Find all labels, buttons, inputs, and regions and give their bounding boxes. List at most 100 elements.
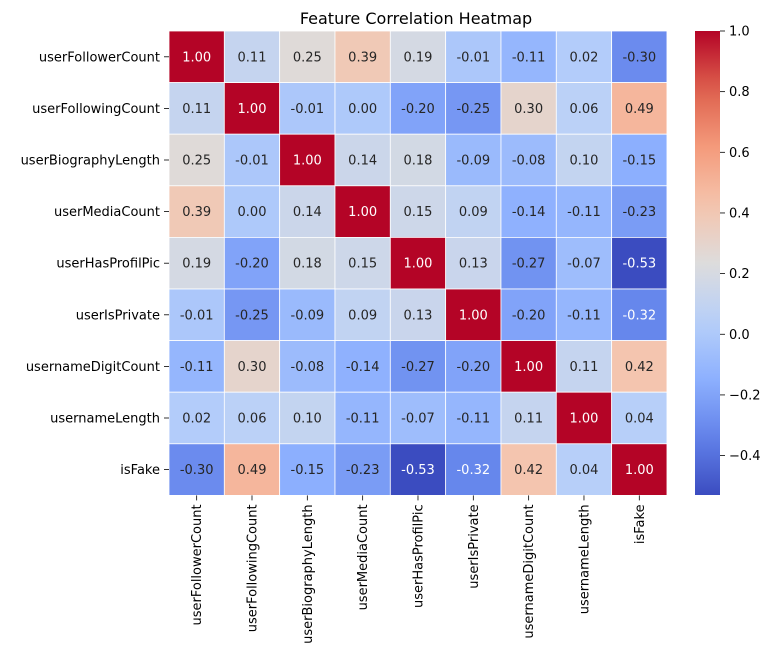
cell-value-label: 1.00 — [459, 308, 488, 323]
cell-value-label: 0.25 — [293, 50, 322, 65]
cell-value-label: -0.11 — [567, 205, 601, 220]
cell-value-label: -0.11 — [456, 412, 490, 427]
heatmap-cell — [223, 185, 281, 238]
cell-value-label: -0.20 — [456, 360, 490, 375]
cell-value-label: -0.01 — [291, 102, 325, 117]
heatmap-cell — [611, 133, 668, 187]
cell-value-label: 1.00 — [569, 412, 598, 427]
cell-value-label: 0.02 — [182, 412, 211, 427]
y-tick-label: usernameDigitCount — [26, 360, 160, 375]
heatmap-cell — [168, 443, 225, 496]
heatmap-cell — [555, 30, 613, 83]
heatmap-cell — [279, 82, 336, 135]
heatmap-cell — [334, 30, 391, 83]
heatmap-cell — [168, 30, 225, 83]
heatmap-cell — [223, 236, 281, 290]
colorbar-tick-label: 0.6 — [729, 146, 750, 161]
x-tick-label: userBiographyLength — [301, 504, 316, 643]
heatmap-cell — [445, 391, 502, 445]
heatmap-cell — [334, 443, 391, 496]
cell-value-label: 0.11 — [514, 412, 543, 427]
heatmap-cell — [445, 443, 502, 496]
cell-value-label: 0.11 — [569, 360, 598, 375]
cell-value-label: 0.18 — [404, 154, 433, 169]
heatmap-cell — [223, 340, 281, 393]
x-tick-label: userFollowerCount — [190, 504, 205, 625]
cell-value-label: -0.25 — [235, 308, 269, 323]
cell-value-label: -0.20 — [401, 102, 435, 117]
cell-value-label: -0.14 — [346, 360, 380, 375]
cell-value-label: 1.00 — [238, 102, 267, 117]
colorbar-tick-label: 0.4 — [729, 206, 750, 221]
cell-value-label: 1.00 — [625, 463, 654, 478]
cell-value-label: -0.23 — [346, 463, 380, 478]
heatmap-cell — [334, 391, 391, 445]
cell-value-label: -0.11 — [512, 50, 546, 65]
heatmap-cell — [389, 443, 447, 496]
heatmap-cell — [389, 82, 447, 135]
heatmap-cell — [500, 340, 557, 393]
heatmap-cell — [168, 288, 225, 341]
cell-value-label: 0.30 — [238, 360, 267, 375]
cell-value-label: 0.09 — [348, 308, 377, 323]
heatmap-cell — [555, 82, 613, 135]
cell-value-label: -0.14 — [512, 205, 546, 220]
heatmap-cell — [168, 340, 225, 393]
cell-value-label: 0.04 — [569, 463, 598, 478]
heatmap-cell — [279, 391, 336, 445]
y-tick-label: userFollowingCount — [32, 102, 160, 117]
colorbar-tick-label: 0.2 — [729, 267, 750, 282]
cell-value-label: 0.10 — [569, 154, 598, 169]
heatmap-cell — [389, 391, 447, 445]
cell-value-label: 0.42 — [625, 360, 654, 375]
heatmap-cell — [279, 30, 336, 83]
heatmap-cell — [168, 133, 225, 187]
heatmap-cell — [500, 236, 557, 290]
y-tick-label: userIsPrivate — [76, 308, 160, 323]
cell-value-label: 0.00 — [348, 102, 377, 117]
heatmap-cell — [611, 391, 668, 445]
cell-value-label: -0.23 — [622, 205, 656, 220]
heatmap-cell — [500, 133, 557, 187]
cell-value-label: -0.15 — [622, 154, 656, 169]
cell-value-label: 0.11 — [238, 50, 267, 65]
y-tick-label: usernameLength — [50, 412, 160, 427]
cell-value-label: -0.09 — [291, 308, 325, 323]
y-tick-label: userHasProfilPic — [56, 257, 160, 272]
cell-value-label: -0.53 — [401, 463, 435, 478]
y-tick-label: userFollowerCount — [39, 50, 160, 65]
x-axis: userFollowerCount userFollowingCount userB… — [190, 495, 648, 644]
cell-value-label: 0.49 — [625, 102, 654, 117]
colorbar-gradient — [695, 31, 720, 495]
colorbar-tick-label: −0.2 — [729, 388, 761, 403]
heatmap-cell — [223, 30, 281, 83]
cell-value-label: -0.01 — [180, 308, 214, 323]
heatmap-cell — [611, 443, 668, 496]
colorbar-tick-label: −0.4 — [729, 449, 761, 464]
cell-value-label: 0.04 — [625, 412, 654, 427]
cell-value-label: 0.19 — [404, 50, 433, 65]
cell-value-label: -0.09 — [456, 154, 490, 169]
cell-value-label: -0.32 — [622, 308, 656, 323]
heatmap-cell — [334, 288, 391, 341]
heatmap-cell — [279, 133, 336, 187]
heatmap-cell — [168, 185, 225, 238]
heatmap-cell — [611, 185, 668, 238]
colorbar: 1.0 0.8 0.6 0.4 0.2 0.0 −0.2 −0.4 — [695, 25, 761, 495]
cell-value-label: 1.00 — [348, 205, 377, 220]
y-tick-label: isFake — [120, 463, 160, 478]
cell-value-label: 1.00 — [182, 50, 211, 65]
cell-value-label: 0.13 — [459, 257, 488, 272]
cell-value-label: -0.11 — [567, 308, 601, 323]
cell-value-label: -0.07 — [401, 412, 435, 427]
cell-value-label: -0.53 — [622, 257, 656, 272]
cell-value-label: 0.06 — [238, 412, 267, 427]
heatmap-cell — [611, 288, 668, 341]
cell-value-label: -0.01 — [456, 50, 490, 65]
cell-value-label: 0.06 — [569, 102, 598, 117]
colorbar-tick-label: 1.0 — [729, 25, 750, 40]
y-tick-label: userMediaCount — [54, 205, 160, 220]
cell-value-label: -0.32 — [456, 463, 490, 478]
cell-value-label: 0.13 — [404, 308, 433, 323]
